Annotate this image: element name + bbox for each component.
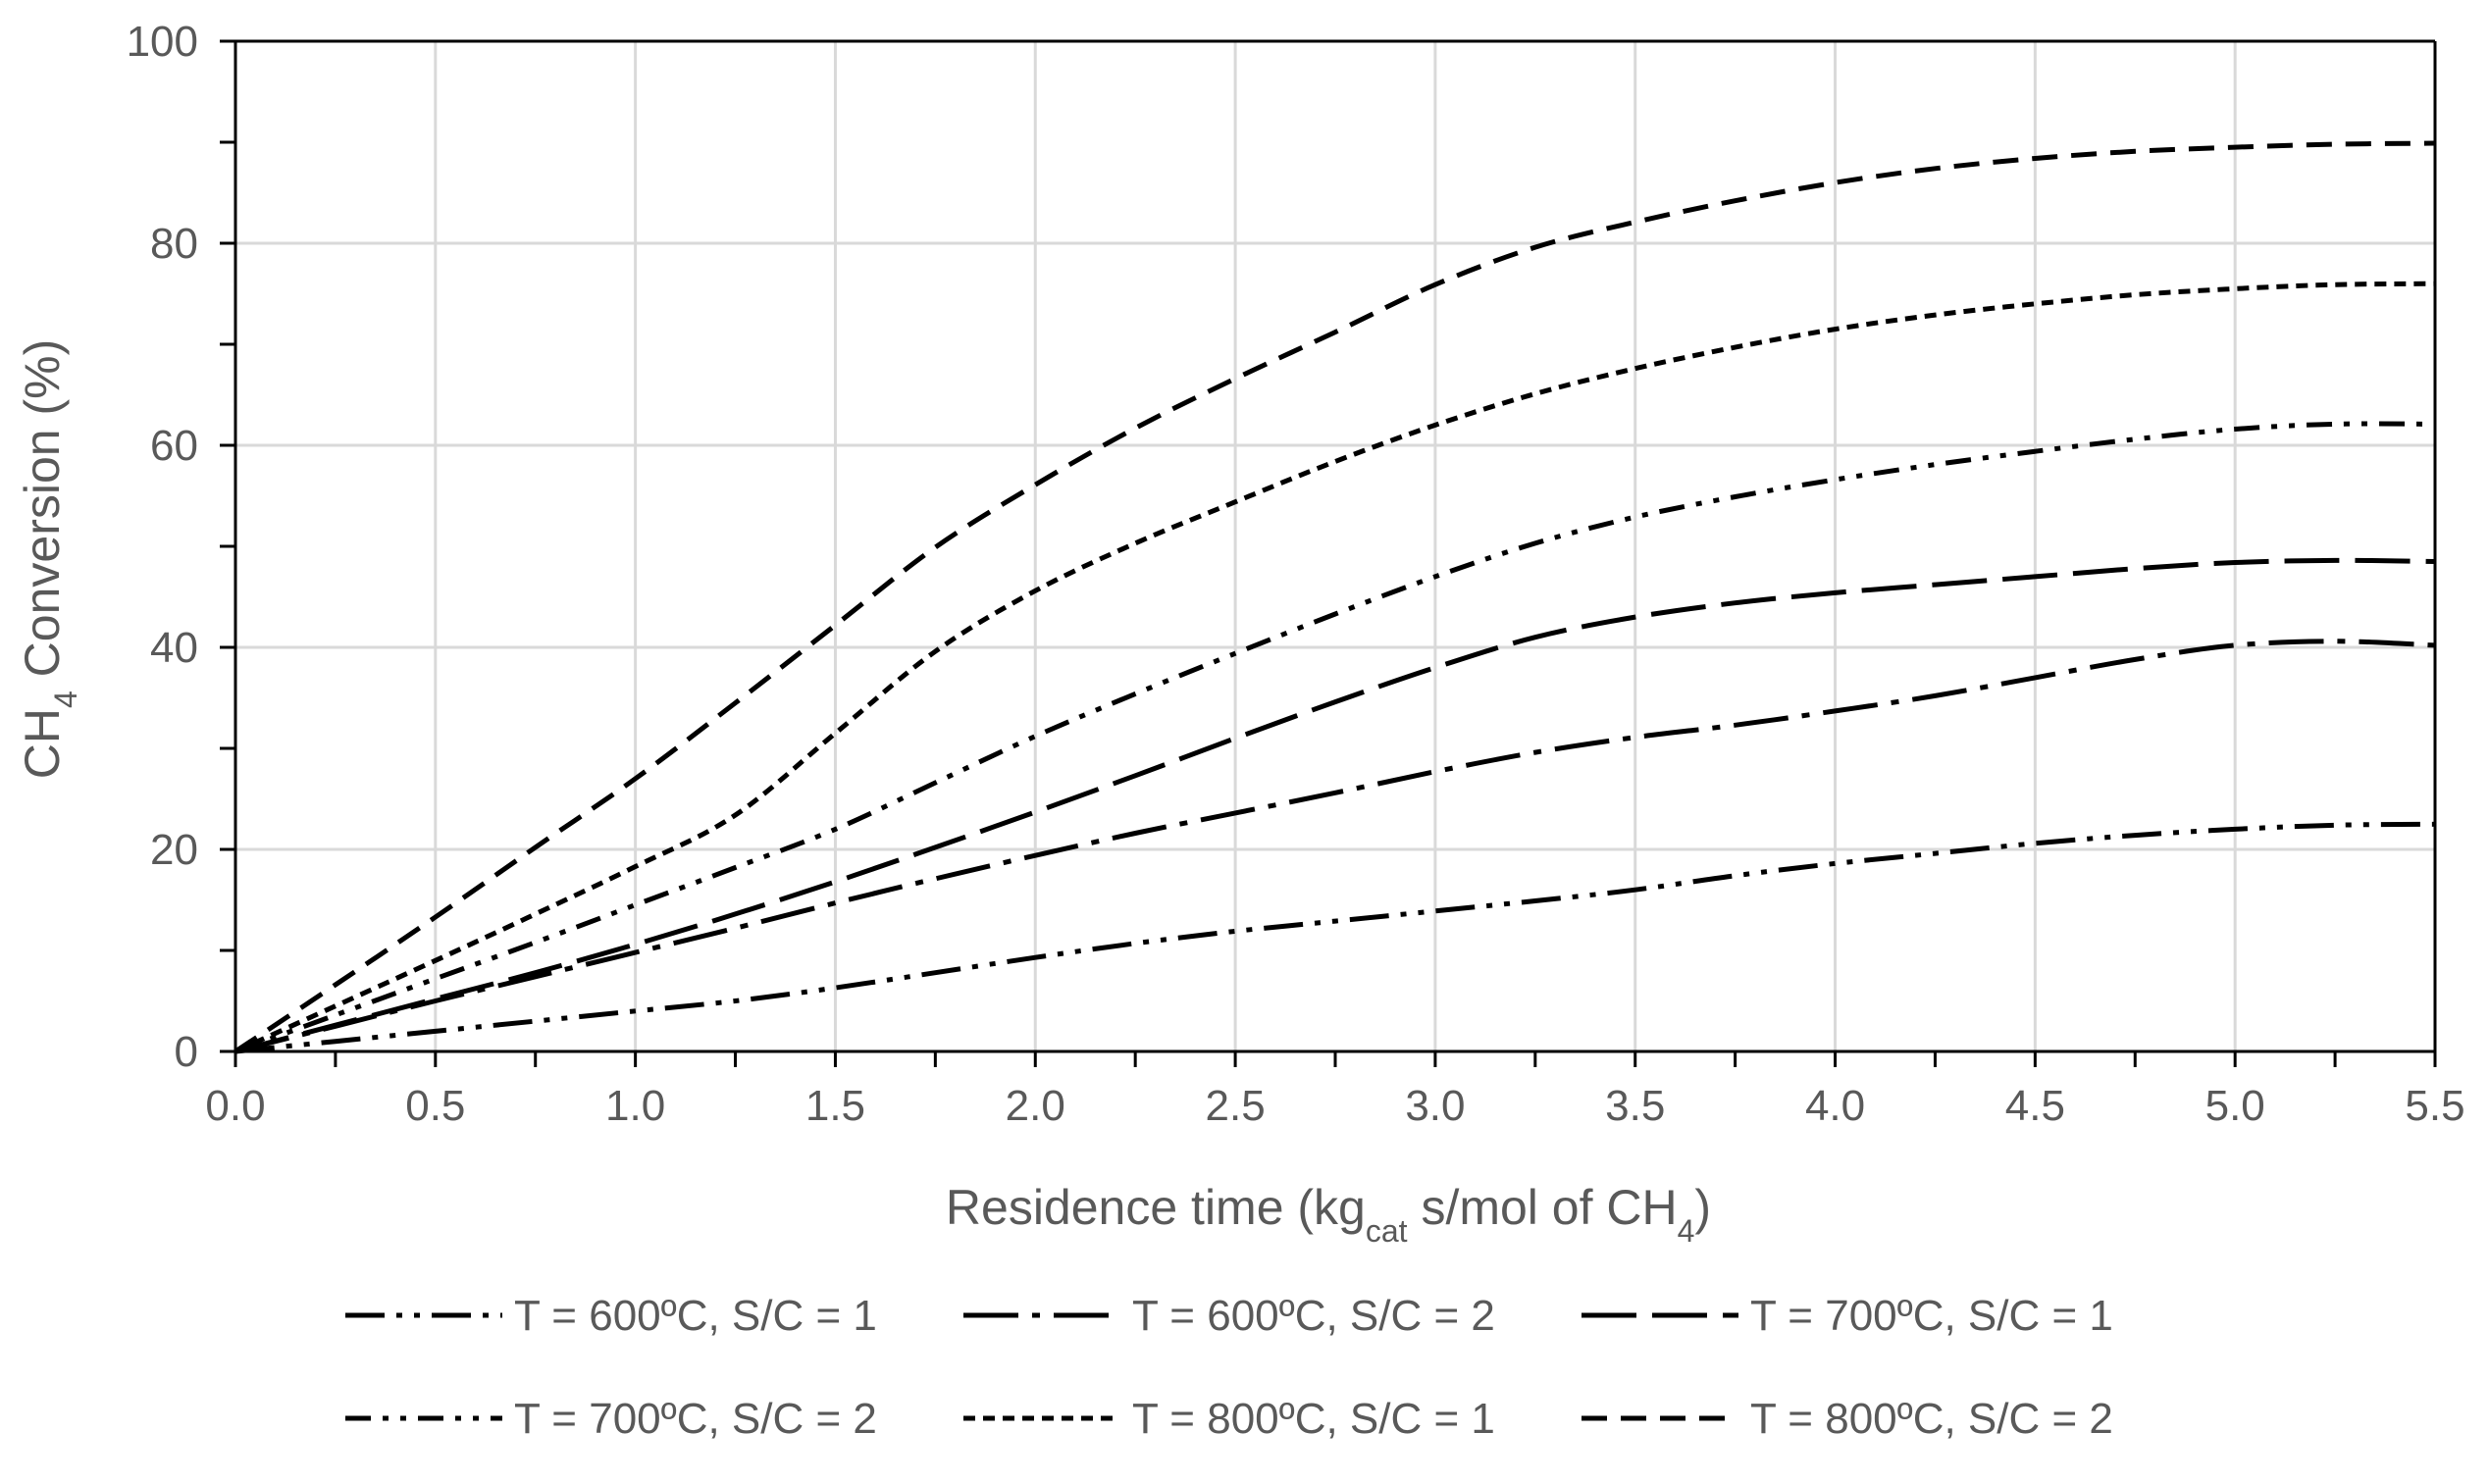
axes-layer [220,39,2437,1067]
legend-label: T = 700ºC, S/C = 1 [1750,1292,2113,1340]
y-tick-label: 60 [150,422,198,470]
y-tick-label: 20 [150,826,198,874]
x-tick-label: 2.5 [1206,1082,1266,1130]
series-layer [233,140,2436,1054]
series-line-2 [234,639,2436,1054]
legend-label: T = 600ºC, S/C = 1 [514,1292,877,1340]
x-axis-title: Residence time (kgcat s/mol of CH4) [946,1180,1711,1249]
legend-item-1: T = 600ºC, S/C = 1 [345,1292,877,1340]
series-line-4 [234,421,2436,1054]
x-axis-title-suffix: ) [1694,1180,1711,1235]
legend-item-4: T = 700ºC, S/C = 2 [345,1395,877,1443]
legend: T = 600ºC, S/C = 1 T = 600ºC, S/C = 2 T = … [345,1292,2113,1443]
x-tick-label: 2.0 [1006,1082,1065,1130]
legend-item-5: T = 800ºC, S/C = 1 [963,1395,1495,1443]
series-line-1 [234,821,2436,1054]
x-axis-title-middle: s/mol of CH [1408,1180,1678,1235]
x-tick-label: 4.0 [1805,1082,1865,1130]
legend-label: T = 700ºC, S/C = 2 [514,1395,877,1443]
series-line-3 [234,557,2436,1054]
legend-item-3: T = 700ºC, S/C = 1 [1582,1292,2113,1340]
y-axis-title-prefix: CH [15,708,70,779]
x-tick-label: 0.0 [205,1082,265,1130]
tick-labels: 0.0 0.5 1.0 1.5 2.0 2.5 3.0 3.5 4.0 4.5 5.0 5.5 0 20 4… [127,18,2465,1130]
y-axis-title: CH4 Conversion (%) [15,339,83,779]
x-tick-label: 3.5 [1605,1082,1665,1130]
legend-item-2: T = 600ºC, S/C = 2 [963,1292,1495,1340]
legend-item-6: T = 800ºC, S/C = 2 [1582,1395,2113,1443]
x-tick-label: 0.5 [405,1082,465,1130]
y-axis-title-subscript: 4 [48,691,83,708]
x-tick-label: 3.0 [1405,1082,1465,1130]
legend-label: T = 600ºC, S/C = 2 [1132,1292,1495,1340]
x-tick-label: 1.0 [605,1082,665,1130]
y-tick-label: 40 [150,624,198,672]
series-line-5 [233,281,2436,1054]
x-axis-title-prefix: Residence time (kg [946,1180,1366,1235]
x-tick-label: 1.5 [805,1082,865,1130]
x-axis-title-subscript-2: 4 [1678,1213,1695,1249]
x-axis-title-subscript-1: cat [1366,1213,1408,1249]
y-tick-label: 80 [150,220,198,268]
x-tick-label: 5.0 [2205,1082,2265,1130]
legend-label: T = 800ºC, S/C = 1 [1132,1395,1495,1443]
legend-label: T = 800ºC, S/C = 2 [1750,1395,2113,1443]
x-tick-label: 5.5 [2405,1082,2464,1130]
x-tick-label: 4.5 [2005,1082,2065,1130]
y-axis-title-suffix: Conversion (%) [15,339,70,691]
series-line-6 [233,140,2436,1054]
y-tick-label: 0 [175,1028,198,1076]
y-tick-label: 100 [127,18,198,66]
